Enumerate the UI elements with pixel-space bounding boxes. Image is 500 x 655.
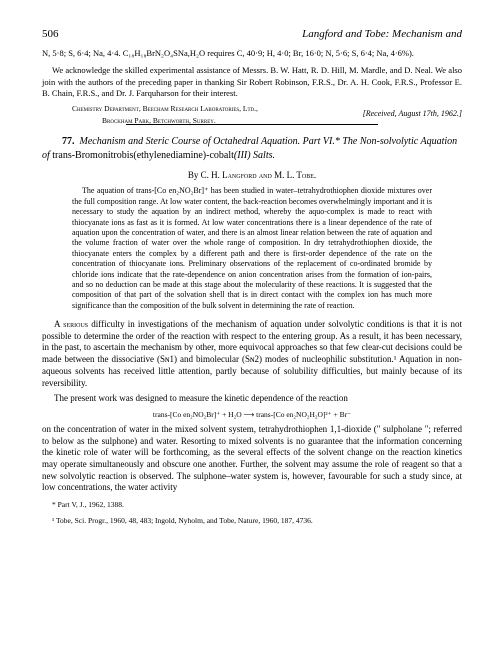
body-para-2: The present work was designed to measure…	[42, 393, 462, 405]
authors: By C. H. Langford and M. L. Tobe.	[42, 170, 462, 180]
reaction-equation: trans-[Co en₂NO₂Br]⁺ + H₂O ⟶ trans-[Co e…	[42, 410, 462, 419]
body-para-1: A serious difficulty in investigations o…	[42, 319, 462, 389]
article-title: 77. Mechanism and Steric Course of Octah…	[42, 135, 462, 162]
footnote-2: ¹ Tobe, Sci. Progr., 1960, 48, 483; Ingo…	[42, 516, 462, 526]
page-number: 506	[42, 28, 59, 40]
body-para-3: on the concentration of water in the mix…	[42, 424, 462, 494]
abstract: The aquation of trans-[Co en₂NO₂Br]⁺ has…	[72, 186, 432, 311]
running-head: Langford and Tobe: Mechanism and	[302, 28, 462, 40]
footnote-1: * Part V, J., 1962, 1388.	[42, 500, 462, 510]
acknowledgement: We acknowledge the skilled experimental …	[42, 65, 462, 99]
chem-analysis: N, 5·8; S, 6·4; Na, 4·4. C₁₈H₁₈BrN₂O₄SNa…	[42, 48, 462, 59]
